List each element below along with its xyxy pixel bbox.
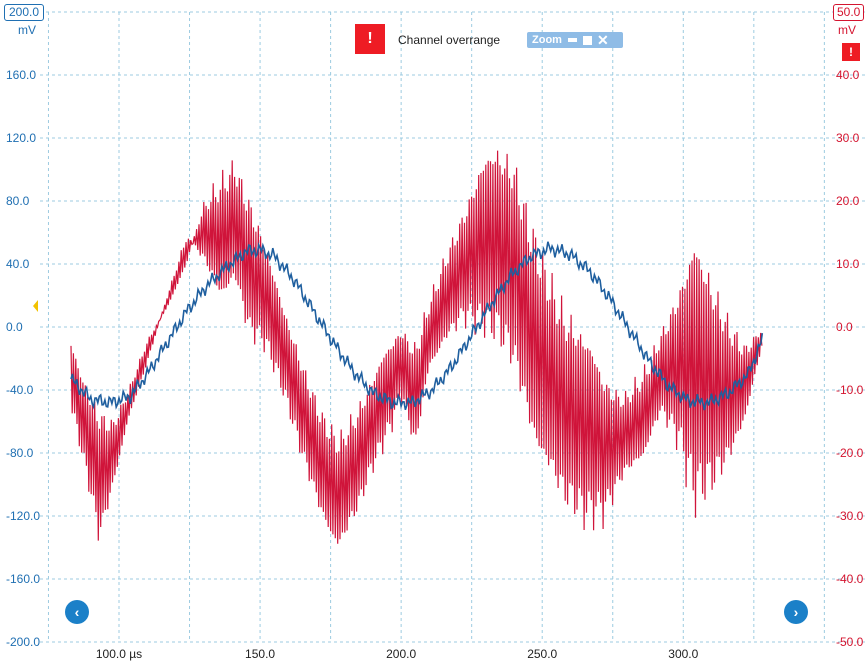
x-tick-label: 250.0: [527, 647, 557, 661]
channel-b-line: [70, 150, 763, 544]
channel-b-trace: [70, 150, 763, 544]
right-tick-label: -40.0: [836, 572, 864, 586]
minimize-icon[interactable]: [567, 38, 577, 42]
left-tick-label: -200.0: [6, 635, 40, 649]
left-tick-label: -120.0: [6, 509, 40, 523]
left-axis-scale-badge[interactable]: 200.0: [4, 4, 45, 21]
scroll-left-button[interactable]: ‹: [65, 600, 89, 624]
right-tick-label: -50.0: [836, 635, 864, 649]
chevron-right-icon: ›: [793, 604, 799, 620]
zoom-overview-bar[interactable]: Zoom ✕: [527, 32, 623, 48]
right-tick-label: -20.0: [836, 446, 864, 460]
right-tick-label: 10.0: [836, 257, 860, 271]
right-tick-label: 0.0: [836, 320, 853, 334]
left-tick-label: 160.0: [6, 68, 36, 82]
left-tick-label: 120.0: [6, 131, 36, 145]
trigger-marker-icon[interactable]: [33, 300, 38, 312]
maximize-icon[interactable]: [582, 35, 592, 45]
right-tick-label: 40.0: [836, 68, 860, 82]
x-tick-label: 300.0: [668, 647, 698, 661]
x-tick-label: 150.0: [245, 647, 275, 661]
scroll-right-button[interactable]: ›: [784, 600, 808, 624]
left-axis-unit: mV: [18, 23, 36, 37]
left-tick-label: 40.0: [6, 257, 30, 271]
chevron-left-icon: ‹: [74, 604, 80, 620]
left-tick-label: 80.0: [6, 194, 30, 208]
channel-a-line: [70, 241, 764, 411]
left-tick-label: -40.0: [6, 383, 34, 397]
left-tick-label: -80.0: [6, 446, 34, 460]
left-tick-label: -160.0: [6, 572, 40, 586]
right-tick-label: -10.0: [836, 383, 864, 397]
channel-b-warning-icon[interactable]: !: [842, 43, 860, 61]
left-tick-label: 0.0: [6, 320, 23, 334]
right-axis-ticks: 40.0 30.0 20.0 10.0 0.0 -10.0 -20.0 -30.0 -40.0 -…: [836, 68, 864, 649]
overrange-message: Channel overrange: [398, 33, 501, 47]
channel-a-trace: [70, 241, 764, 411]
right-tick-label: 30.0: [836, 131, 860, 145]
overrange-alert-icon: !: [355, 24, 385, 54]
left-axis-ticks: 160.0 120.0 80.0 40.0 0.0 -40.0 -80.0 -120.0 -16…: [6, 68, 40, 649]
right-tick-label: -30.0: [836, 509, 864, 523]
close-icon[interactable]: ✕: [596, 32, 609, 48]
x-tick-label: 100.0 µs: [96, 647, 142, 661]
x-axis-ticks: 100.0 µs 150.0 200.0 250.0 300.0: [96, 647, 699, 661]
x-tick-label: 200.0: [386, 647, 416, 661]
grid: [40, 11, 868, 643]
right-axis-scale-badge[interactable]: 50.0: [833, 4, 865, 21]
right-tick-label: 20.0: [836, 194, 860, 208]
right-axis-unit: mV: [838, 23, 856, 37]
zoom-label: Zoom: [532, 34, 562, 46]
